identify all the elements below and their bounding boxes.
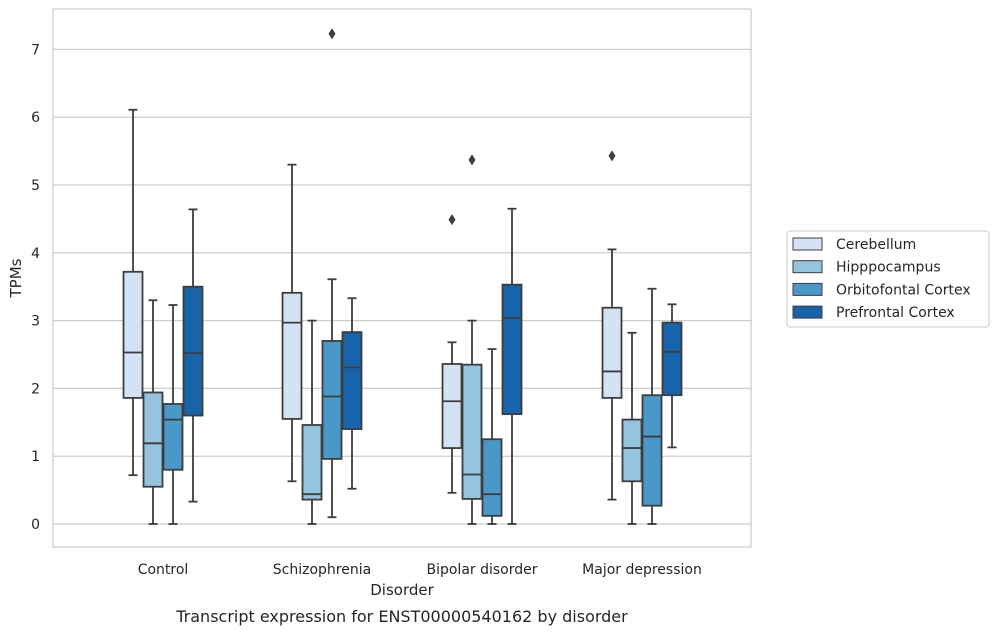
box-1-1 (301, 319, 323, 525)
box-0-3 (182, 208, 204, 503)
box-0-1 (142, 299, 164, 525)
box-iqr (142, 391, 164, 488)
box-iqr (661, 321, 683, 397)
box-3-1 (621, 331, 643, 525)
box-0-2 (162, 304, 184, 525)
legend-swatch (792, 305, 823, 319)
box-2-1 (461, 154, 483, 525)
box-iqr (481, 438, 503, 517)
x-axis-label: Disorder (370, 581, 434, 599)
box-3-3 (661, 303, 683, 449)
y-tick-label: 3 (31, 314, 40, 330)
x-tick-labels: Control Schizophrenia Bipolar disorder Majo… (138, 562, 702, 578)
box-iqr (122, 270, 144, 399)
y-tick-label: 6 (31, 110, 40, 126)
box-0-0 (122, 108, 144, 477)
y-tick-label: 5 (31, 178, 40, 194)
x-tick-label: Control (138, 562, 189, 578)
box-iqr (341, 331, 363, 430)
box-iqr (641, 394, 663, 507)
legend-swatch (792, 260, 823, 274)
box-3-0 (601, 150, 623, 501)
y-tick-labels: 0 1 2 3 4 5 6 7 (31, 42, 40, 533)
box-iqr (601, 306, 623, 399)
legend-label: Orbitofontal Cortex (836, 282, 971, 298)
x-tick-label: Schizophrenia (273, 562, 371, 578)
box-iqr (162, 403, 184, 471)
legend-swatch (792, 237, 823, 251)
x-tick-label: Bipolar disorder (426, 562, 537, 578)
box-iqr (301, 424, 323, 501)
y-tick-label: 0 (31, 517, 40, 533)
chart-caption: Transcript expression for ENST0000054016… (175, 607, 628, 626)
box-iqr (281, 291, 303, 420)
y-tick-label: 7 (31, 42, 40, 58)
legend-frame (786, 230, 990, 328)
box-1-3 (341, 297, 363, 490)
box-2-2 (481, 348, 503, 525)
box-iqr (621, 418, 643, 483)
plot-frame (52, 8, 752, 548)
outlier-point (448, 214, 456, 226)
outlier-point (608, 150, 616, 162)
box-1-2 (321, 28, 343, 519)
y-axis-label: TPMs (7, 258, 25, 298)
outlier-point (468, 154, 476, 166)
box-iqr (501, 283, 523, 416)
x-tick-label: Major depression (582, 562, 702, 578)
legend-label: Hipppocampus (836, 260, 941, 276)
y-tick-label: 2 (31, 381, 40, 397)
box-3-2 (641, 287, 663, 525)
legend: Cerebellum Hipppocampus Orbitofontal Corte… (786, 230, 990, 328)
box-2-3 (501, 207, 523, 525)
box-1-0 (281, 163, 303, 483)
box-iqr (321, 340, 343, 460)
box-groups (122, 28, 683, 525)
box-iqr (461, 363, 483, 500)
box-iqr (182, 285, 204, 417)
legend-label: Prefrontal Cortex (836, 305, 955, 321)
box-2-0 (441, 214, 463, 494)
y-tick-label: 1 (31, 449, 40, 465)
y-tick-label: 4 (31, 246, 40, 262)
outlier-point (328, 28, 336, 40)
box-iqr (441, 363, 463, 449)
legend-swatch (792, 282, 823, 296)
legend-label: Cerebellum (836, 237, 916, 253)
